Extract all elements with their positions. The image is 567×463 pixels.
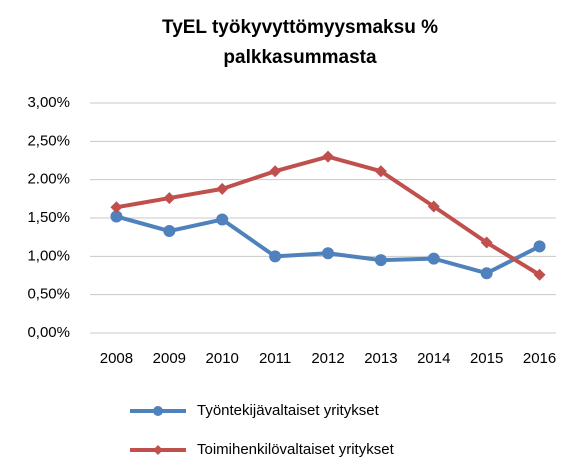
marker (216, 182, 229, 195)
legend-label: Työntekijävaltaiset yritykset (197, 402, 380, 419)
marker (322, 247, 334, 260)
y-tick-label: 2.00% (27, 171, 70, 188)
marker (110, 201, 123, 214)
marker (374, 254, 387, 267)
marker (427, 252, 440, 265)
marker (480, 236, 493, 249)
series-line (115, 214, 541, 276)
x-tick-label: 2014 (417, 350, 450, 367)
x-tick-label: 2015 (470, 350, 503, 367)
x-tick-label: 2016 (523, 350, 556, 367)
marker (427, 200, 440, 213)
marker (480, 267, 493, 280)
marker (110, 210, 123, 223)
x-tick-label: 2010 (206, 350, 239, 367)
marker (163, 225, 176, 238)
y-tick-label: 2,50% (27, 132, 70, 149)
marker (163, 192, 176, 205)
y-tick-label: 0,00% (27, 324, 70, 341)
chart-title: TyEL työkyvyttömyysmaksu % (162, 17, 438, 38)
marker (269, 165, 282, 178)
marker (374, 165, 387, 178)
y-tick-label: 1,00% (27, 247, 70, 264)
chart-title: palkkasummasta (223, 47, 377, 68)
y-tick-label: 0,50% (27, 286, 70, 303)
y-tick-label: 3,00% (27, 94, 70, 111)
marker (533, 268, 546, 281)
marker (269, 250, 282, 263)
x-tick-label: 2009 (153, 350, 186, 367)
x-tick-label: 2011 (259, 350, 291, 367)
x-tick-label: 2013 (364, 350, 397, 367)
x-tick-label: 2012 (311, 350, 344, 367)
legend-label: Toimihenkilövaltaiset yritykset (197, 441, 395, 458)
marker (153, 445, 163, 455)
marker (153, 406, 163, 416)
x-tick-label: 2008 (100, 350, 133, 367)
marker (322, 150, 334, 163)
y-tick-label: 1,50% (27, 209, 70, 226)
marker (533, 240, 546, 253)
marker (216, 213, 229, 226)
